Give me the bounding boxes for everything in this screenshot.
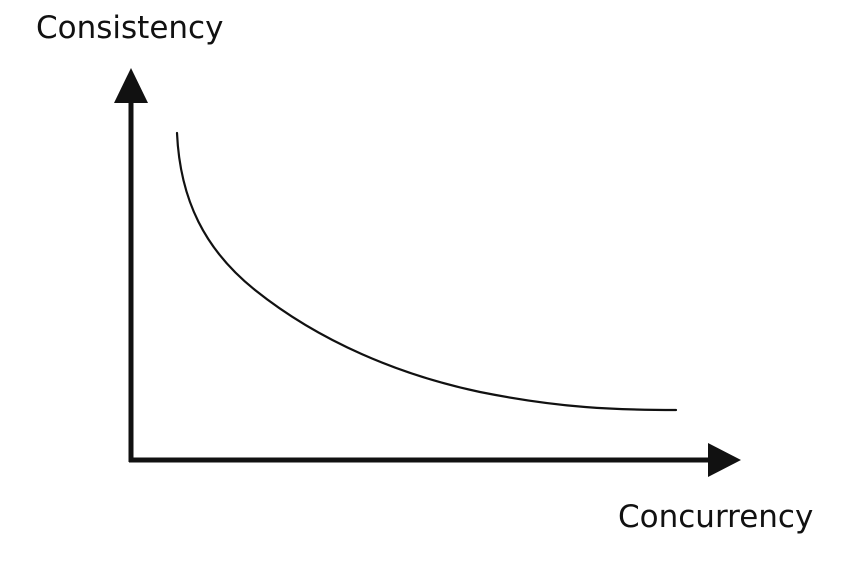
- x-axis-arrowhead: [708, 443, 741, 477]
- tradeoff-curve: [175, 131, 678, 412]
- x-axis-title: Concurrency: [618, 499, 814, 535]
- y-axis-arrowhead: [114, 68, 148, 103]
- y-axis-title: Consistency: [36, 10, 224, 46]
